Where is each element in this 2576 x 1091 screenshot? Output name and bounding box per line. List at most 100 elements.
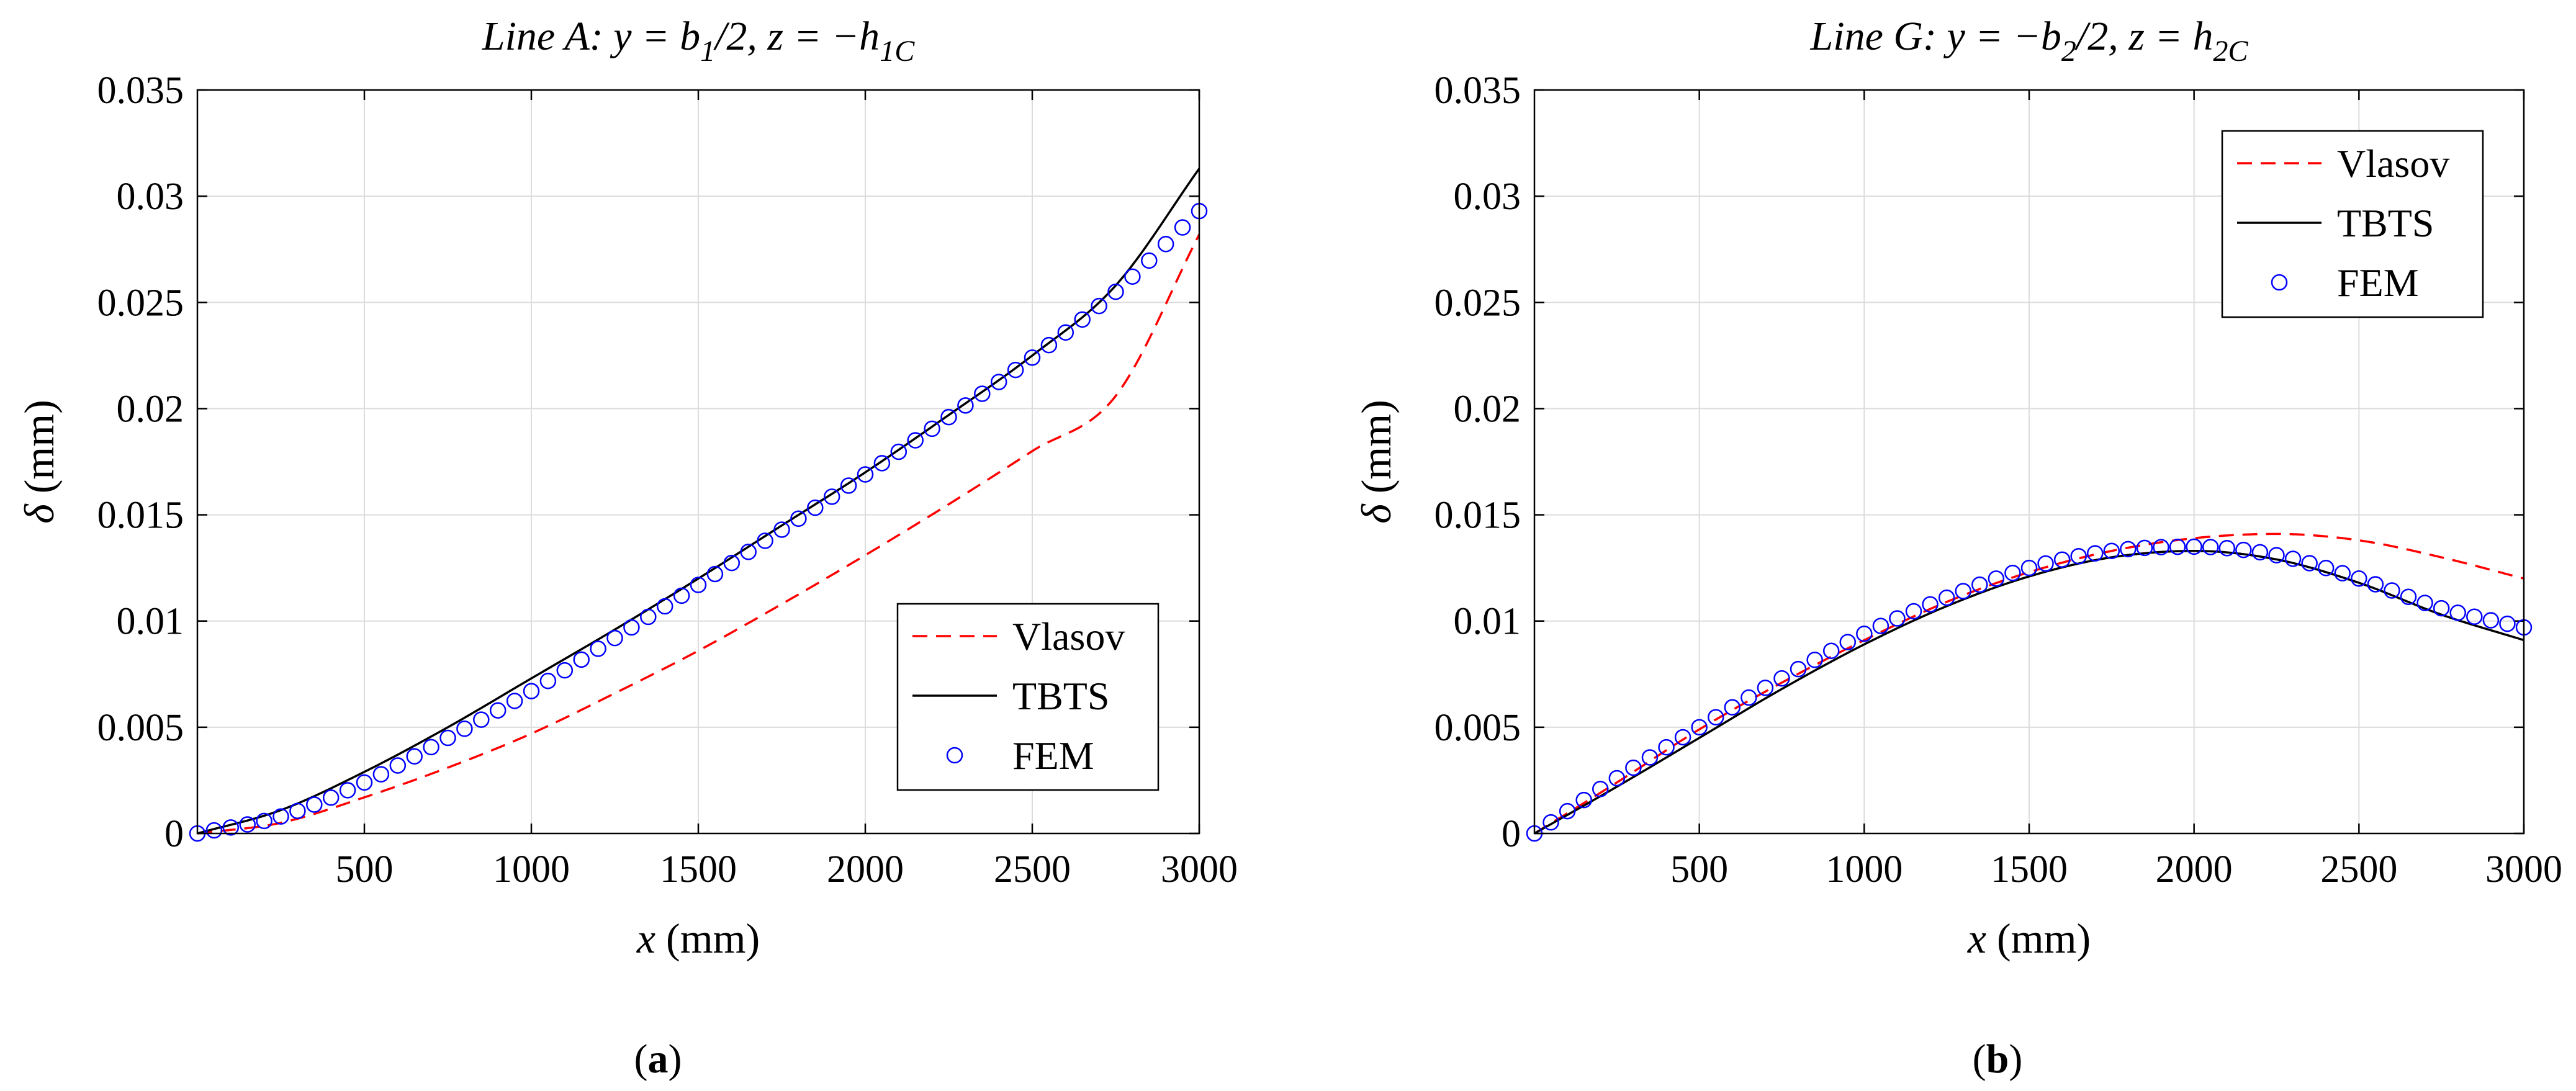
panel-label: (b) [1973,1036,2023,1082]
fem-data-point [1592,781,1609,797]
fem-data-point [256,812,272,830]
legend-label-vlasov: Vlasov [1012,614,1125,658]
fem-data-point [924,420,940,438]
fem-data-point [523,683,540,699]
fem-data-point [1174,219,1191,236]
fem-data-point [2400,588,2417,605]
fem-data-point [1806,651,1823,668]
x-tick-label: 1000 [493,848,570,891]
fem-data-point [1124,268,1141,285]
x-tick-label: 3000 [2485,848,2562,891]
fem-data-point [1790,660,1807,678]
fem-data-point [990,374,1007,390]
fem-data-point [2482,612,2500,629]
fem-data-point [506,693,523,709]
fem-data-point [1608,770,1626,787]
fem-data-point [406,748,423,765]
fem-data-point [1575,791,1592,809]
legend-marker-fem [946,747,963,764]
y-axis-label: δ (mm) [16,400,63,524]
fem-data-point [940,408,957,426]
legend-label-tbts: TBTS [2337,201,2434,245]
fem-data-point [2020,559,2038,577]
fem-data-point [2433,599,2450,617]
fem-data-point [2169,538,2186,555]
fem-data-point [640,608,657,626]
fem-data-point [807,499,824,516]
series-line-tbts [197,168,1200,835]
fem-data-point [1625,759,1642,776]
fem-data-point [1971,576,1988,593]
fem-data-point [306,796,323,813]
fem-data-point [2053,551,2071,568]
fem-data-point [1822,642,1840,659]
fem-data-point [556,662,574,679]
fem-data-point [1057,324,1074,341]
y-tick-label: 0.025 [97,282,184,324]
y-tick-label: 0 [1502,813,1521,855]
fem-data-point [974,385,991,402]
y-tick-label: 0.005 [1434,707,1521,749]
y-tick-label: 0.035 [97,70,184,112]
fem-data-point [1856,626,1873,642]
series-line-vlasov [1534,532,2524,835]
fem-data-point [740,544,757,560]
fem-data-point [1922,596,1939,613]
fem-data-point [489,702,507,719]
fem-data-point [690,577,707,593]
fem-data-point [1872,617,1889,634]
fem-data-point [2384,582,2400,599]
fem-data-point [573,651,590,668]
fem-data-point [2037,555,2054,572]
fem-data-point [1024,349,1041,366]
fem-data-point [2367,576,2384,593]
legend-label-fem: FEM [1012,734,1094,778]
fem-data-point [1839,634,1857,650]
y-tick-label: 0.02 [1454,388,1521,430]
panel-label: (a) [634,1036,682,1082]
fem-data-point [205,822,223,839]
chart-title: Line A: y = b1/2, z = −h1C [482,14,915,68]
fem-data-point [1559,802,1576,820]
y-tick-label: 0.025 [1434,282,1521,324]
fem-data-point [2351,570,2367,587]
y-tick-label: 0.03 [117,176,184,218]
fem-data-point [1007,361,1024,379]
fem-data-point [372,766,390,783]
fem-data-point [907,432,924,449]
x-tick-label: 1000 [1826,848,1903,891]
fem-data-point [272,808,289,825]
x-tick-label: 2500 [994,848,1071,891]
fem-data-point [1889,610,1906,627]
fem-data-point [2449,604,2466,621]
fem-data-point [2301,555,2318,572]
x-tick-label: 2000 [827,848,904,891]
y-tick-label: 0.005 [97,707,184,749]
fem-data-point [1658,739,1675,756]
fem-data-point [1691,719,1708,736]
fem-data-point [389,757,407,774]
chart-panel-b: 500 1000 1500 2000 2500 3000 0 0.005 0.01 0.015 0.… [1353,14,2562,1082]
fem-data-point [1724,699,1741,716]
y-tick-label: 0.02 [117,388,184,430]
fem-data-point [873,455,891,472]
fem-data-point [1674,729,1691,746]
fem-data-point [322,789,340,806]
fem-data-point [823,488,840,505]
fem-data-point [2268,547,2285,563]
legend: Vlasov TBTS FEM [2221,130,2484,318]
fem-data-point [723,554,741,572]
fem-data-point [2218,540,2236,557]
x-tick-label: 2500 [2320,848,2397,891]
fem-data-point [2251,544,2269,561]
fem-data-point [706,565,724,583]
series-line-vlasov [197,233,1200,835]
fem-data-point [1141,252,1158,269]
legend-box [2221,130,2484,318]
fem-data-point [890,443,907,460]
fem-data-point [2153,539,2169,555]
fem-data-point [1542,814,1559,831]
legend-box [896,603,1160,791]
fem-data-point [439,729,456,747]
y-tick-label: 0.015 [97,495,184,537]
